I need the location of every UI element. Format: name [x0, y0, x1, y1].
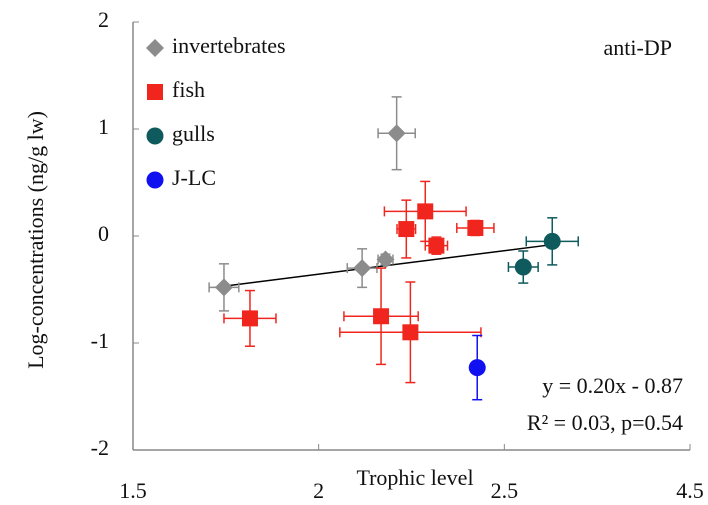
point — [514, 258, 532, 276]
legend-marker — [146, 171, 164, 189]
legend-marker — [146, 39, 164, 57]
legend-marker — [147, 84, 163, 100]
point — [214, 278, 233, 297]
point — [543, 232, 561, 250]
point — [402, 324, 419, 341]
legend-label: gulls — [172, 121, 215, 146]
point — [376, 250, 395, 269]
legend-label: invertebrates — [172, 33, 286, 58]
point — [353, 259, 372, 278]
y-tick-label: 1 — [98, 114, 109, 139]
legend-label: J-LC — [172, 165, 216, 190]
y-tick-label: 2 — [98, 7, 109, 32]
point — [241, 310, 258, 327]
y-tick-label: -2 — [91, 435, 109, 460]
x-tick-label: 2 — [313, 478, 324, 503]
point — [373, 308, 390, 325]
point — [467, 219, 484, 236]
y-tick-label: -1 — [91, 328, 109, 353]
y-axis-label: Log-concentrations (ng/g lw) — [23, 111, 48, 369]
point — [468, 359, 486, 377]
x-axis-label: Trophic level — [356, 465, 473, 490]
point — [428, 237, 445, 254]
equation: y = 0.20x - 0.87 — [542, 373, 683, 398]
point — [398, 221, 415, 238]
point — [387, 124, 406, 143]
annotation: anti-DP — [604, 35, 672, 60]
x-tick-label: 4.5 — [676, 478, 704, 503]
x-tick-label: 1.5 — [119, 478, 147, 503]
legend-label: fish — [172, 77, 205, 102]
legend-marker — [146, 127, 164, 145]
y-tick-label: 0 — [98, 221, 109, 246]
x-tick-label: 2.5 — [491, 478, 519, 503]
stats: R² = 0.03, p=0.54 — [527, 410, 683, 435]
point — [417, 203, 434, 220]
